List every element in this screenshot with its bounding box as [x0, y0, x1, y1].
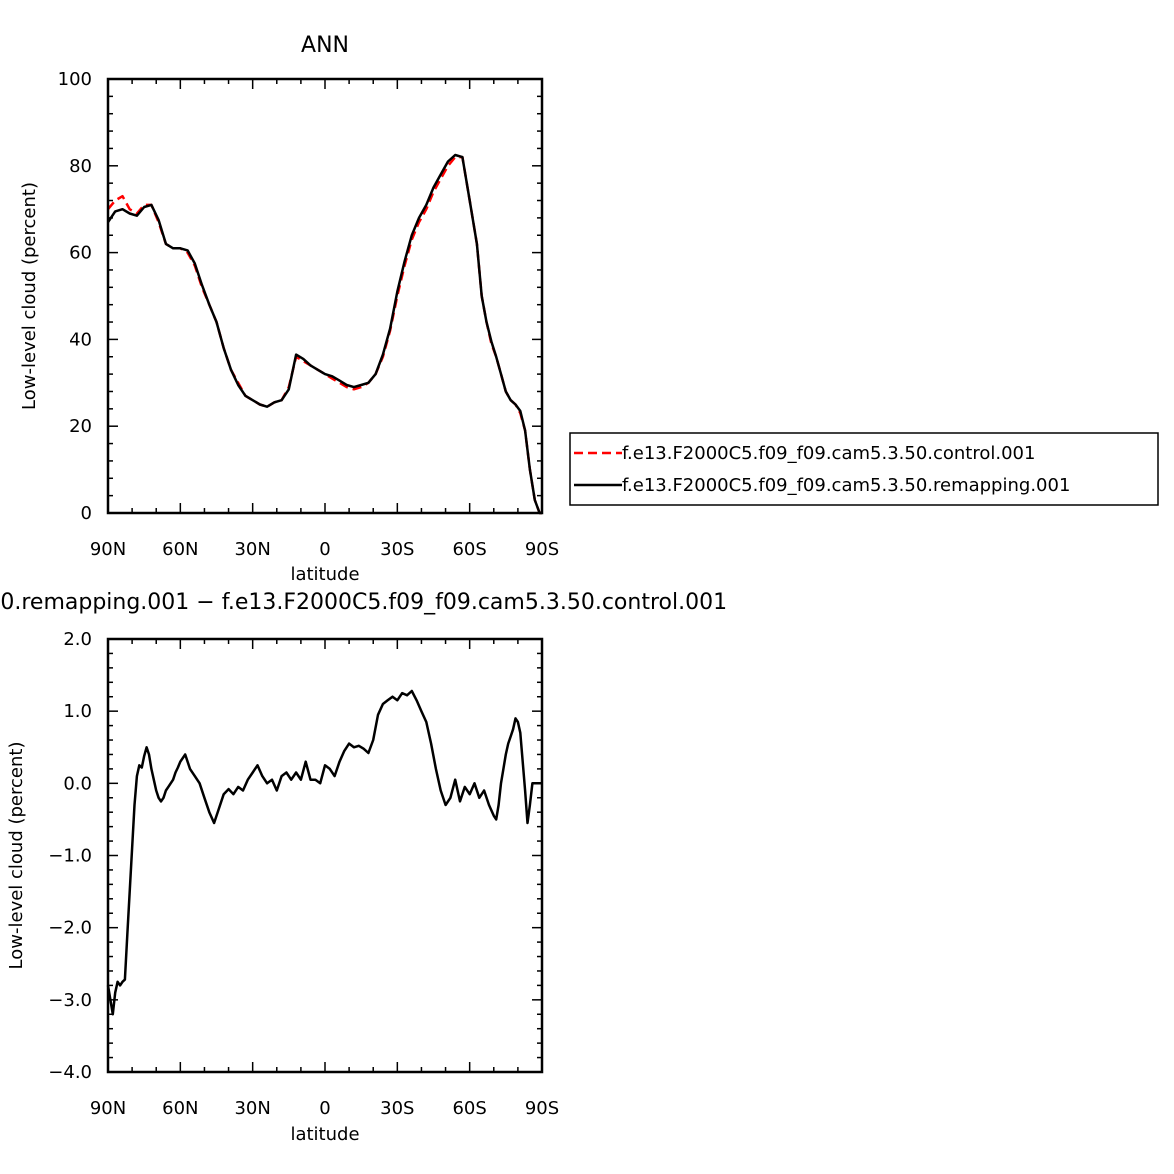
y-tick-label: 0.0 [63, 773, 92, 794]
y-tick-label: −2.0 [48, 918, 92, 939]
legend-box [569, 432, 1159, 506]
x-tick-label: 90S [525, 1098, 559, 1119]
x-tick-label: 0 [319, 539, 330, 560]
y-tick-label: 100 [58, 69, 92, 90]
y-tick-label: 60 [69, 243, 92, 264]
top-panel: ANN 0 20 40 60 80 100 90N 60N 30N 0 30S 60S 90S latitu… [19, 33, 559, 585]
y-tick-label: 2.0 [63, 629, 92, 650]
plot-title: ANN [301, 33, 349, 58]
series-line-2 [106, 153, 542, 515]
legend: f.e13.F2000C5.f09_f09.cam5.3.50.control.… [569, 432, 1159, 506]
y-tick-label: 0 [81, 503, 92, 524]
x-tick-label: 90S [525, 539, 559, 560]
x-tick-label: 60N [162, 539, 198, 560]
bottom-panel: m5.3.50.remapping.001 − f.e13.F2000C5.f0… [0, 590, 727, 1145]
x-tick-label: 60N [162, 1098, 198, 1119]
plot-title: m5.3.50.remapping.001 − f.e13.F2000C5.f0… [0, 590, 727, 615]
y-tick-label: 1.0 [63, 701, 92, 722]
y-tick-label: −1.0 [48, 846, 92, 867]
y-axis-label: Low-level cloud (percent) [6, 742, 27, 970]
y-axis-label: Low-level cloud (percent) [19, 182, 40, 410]
y-tick-label: 40 [69, 329, 92, 350]
y-tick-label: 80 [69, 156, 92, 177]
y-tick-label: 20 [69, 416, 92, 437]
x-axis-label: latitude [290, 564, 359, 585]
x-tick-label: 0 [319, 1098, 330, 1119]
x-tick-label: 30S [380, 539, 414, 560]
legend-entry-1: f.e13.F2000C5.f09_f09.cam5.3.50.control.… [622, 443, 1035, 464]
x-tick-label: 60S [452, 539, 486, 560]
plot-frame [106, 77, 544, 515]
x-tick-label: 60S [452, 1098, 486, 1119]
series-line-1 [107, 155, 542, 515]
x-tick-label: 30S [380, 1098, 414, 1119]
x-axis-label: latitude [290, 1124, 359, 1145]
y-tick-label: −3.0 [48, 990, 92, 1011]
legend-entry-2: f.e13.F2000C5.f09_f09.cam5.3.50.remappin… [622, 475, 1070, 496]
y-tick-label: −4.0 [48, 1062, 92, 1083]
x-tick-label: 90N [90, 539, 126, 560]
plot-frame [106, 637, 544, 1074]
x-tick-label: 30N [234, 539, 270, 560]
x-tick-label: 90N [90, 1098, 126, 1119]
x-tick-label: 30N [234, 1098, 270, 1119]
series-line-1 [106, 689, 542, 1016]
